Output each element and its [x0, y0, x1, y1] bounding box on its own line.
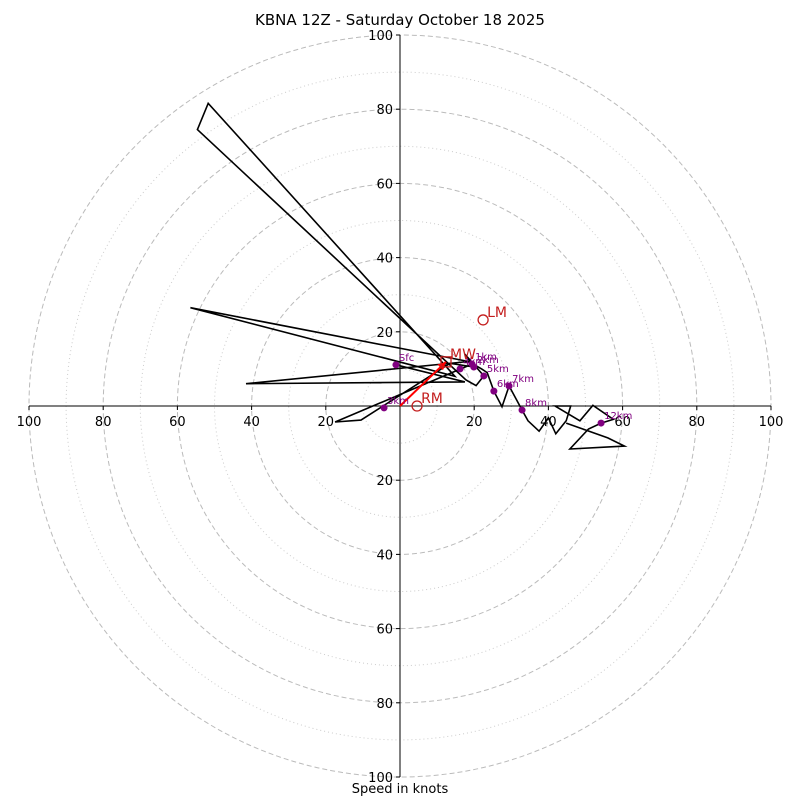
height-marker-12km	[597, 419, 605, 427]
y-tick-label: 40	[376, 548, 393, 563]
y-tick-label: 20	[376, 474, 393, 489]
height-marker-8km	[518, 406, 526, 414]
height-label-3km: 3km	[387, 396, 409, 407]
storm-label-lm: LM	[487, 305, 507, 321]
x-tick-label: 60	[614, 415, 631, 430]
storm-marker-rm	[411, 400, 423, 412]
height-label-7km: 7km	[512, 374, 534, 385]
storm-label-mw: MW	[450, 347, 476, 363]
hodograph-trace	[190, 101, 628, 450]
tick-labels: 100 80 60 40 20 20 40 60 80 100100806040202040608…	[17, 29, 784, 786]
height-marker-7km	[505, 382, 513, 390]
y-tick-label: 60	[376, 623, 393, 638]
x-tick-label: 100	[759, 415, 784, 430]
height-label-1km: 1km	[475, 352, 497, 363]
height-label-sfc: Sfc	[399, 353, 414, 364]
height-label-8km: 8km	[525, 398, 547, 409]
height-marker-3km	[380, 404, 388, 412]
x-tick-label: 60	[169, 415, 186, 430]
storm-marker-lm	[477, 314, 489, 326]
hodograph-line	[190, 101, 628, 450]
storm-label-rm: RM	[421, 391, 443, 407]
x-tick-label: 80	[95, 415, 112, 430]
y-tick-label: 20	[376, 326, 393, 341]
height-label-2km: 2km	[477, 355, 499, 366]
height-label-5km: 5km	[487, 364, 509, 375]
shear-vector	[399, 361, 447, 407]
x-axis-label: Speed in knots	[351, 782, 449, 797]
height-marker-5km	[480, 372, 488, 380]
storm-marker-mw	[440, 356, 452, 368]
x-tick-label: 80	[689, 415, 706, 430]
chart-title: KBNA 12Z - Saturday October 18 2025	[255, 11, 545, 29]
shear-vector-line	[399, 361, 447, 407]
storm-motion-markers: MW RM LM	[411, 305, 507, 412]
x-tick-label: 100	[17, 415, 42, 430]
y-tick-label: 100	[368, 771, 393, 786]
height-marker-2km	[470, 363, 478, 371]
y-tick-label: 40	[376, 252, 393, 267]
height-markers: Sfc1km2km3km4km5km6km7km8km12km	[380, 352, 632, 427]
height-label-12km: 12km	[604, 411, 632, 422]
x-tick-label: 20	[466, 415, 483, 430]
x-tick-label: 20	[318, 415, 335, 430]
y-tick-label: 80	[376, 103, 393, 118]
x-tick-label: 40	[243, 415, 260, 430]
height-marker-sfc	[392, 361, 400, 369]
height-label-4km: 4km	[463, 357, 485, 368]
height-marker-6km	[490, 387, 498, 395]
y-tick-label: 100	[368, 29, 393, 44]
y-tick-label: 80	[376, 697, 393, 712]
shear-vector-arrowhead	[437, 361, 447, 371]
y-tick-label: 60	[376, 177, 393, 192]
height-marker-4km	[456, 365, 464, 373]
